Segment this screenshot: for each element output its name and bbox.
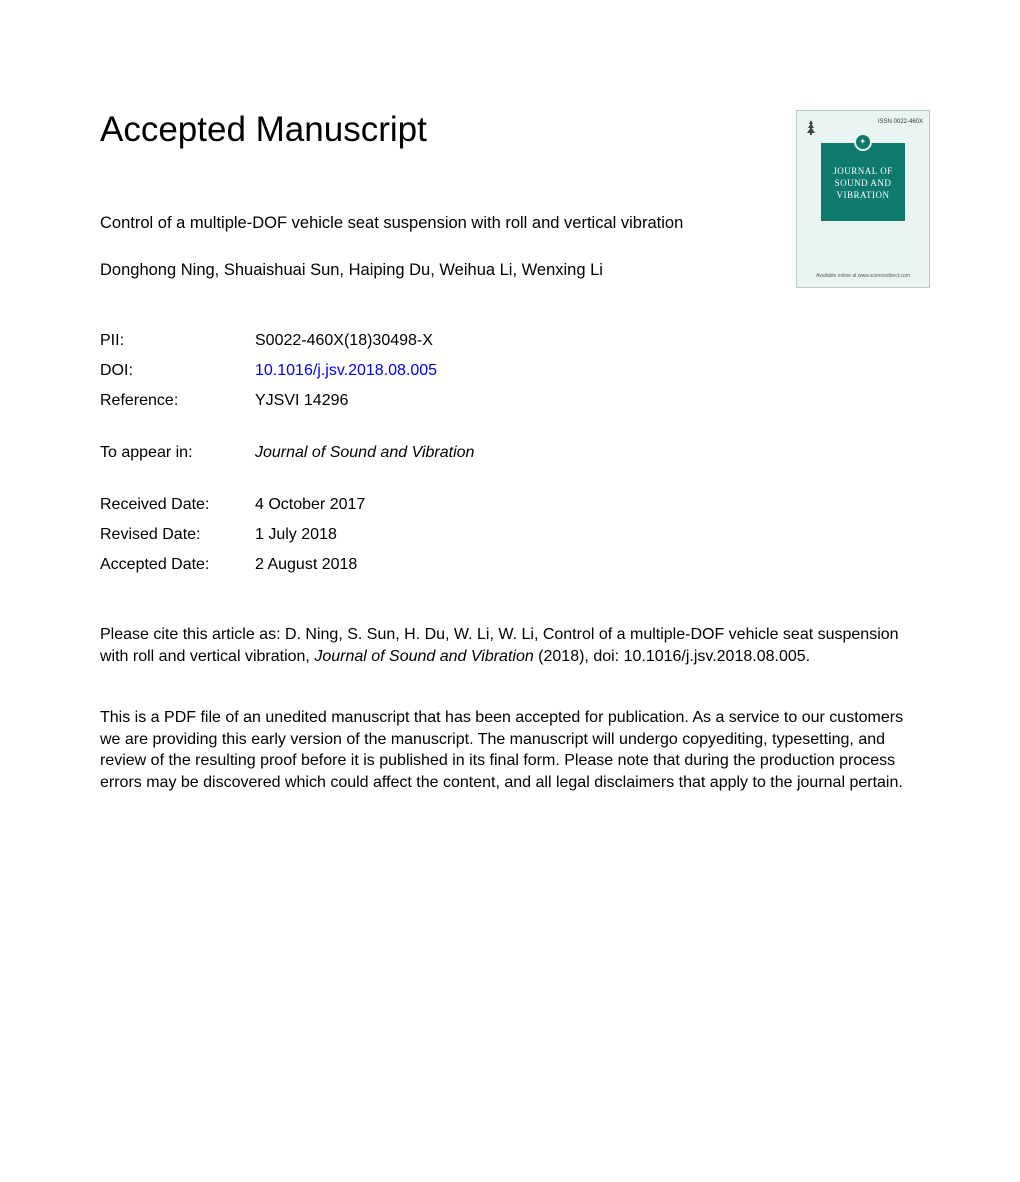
disclaimer-text: This is a PDF file of an unedited manusc… [100,707,920,793]
metadata-table: PII: S0022-460X(18)30498-X DOI: 10.1016/… [100,326,437,416]
cover-badge-icon: ✦ [854,133,872,151]
dates-table: Received Date: 4 October 2017 Revised Da… [100,490,365,580]
journal-cover-thumbnail: ISSN 0022-460X ✦ JOURNAL OF SOUND AND VI… [796,110,930,288]
doi-link[interactable]: 10.1016/j.jsv.2018.08.005 [255,362,437,379]
reference-row: Reference: YJSVI 14296 [100,386,437,416]
cover-issn: ISSN 0022-460X [878,119,923,125]
revised-row: Revised Date: 1 July 2018 [100,520,365,550]
appear-table: To appear in: Journal of Sound and Vibra… [100,438,474,468]
appear-label: To appear in: [100,438,255,468]
elsevier-tree-icon [803,119,819,135]
received-label: Received Date: [100,490,255,520]
citation-journal: Journal of Sound and Vibration [314,648,533,665]
pii-row: PII: S0022-460X(18)30498-X [100,326,437,356]
pii-label: PII: [100,326,255,356]
revised-value: 1 July 2018 [255,520,365,550]
pii-value: S0022-460X(18)30498-X [255,326,437,356]
reference-value: YJSVI 14296 [255,386,437,416]
accepted-value: 2 August 2018 [255,550,365,580]
received-row: Received Date: 4 October 2017 [100,490,365,520]
cover-title-badge: ✦ JOURNAL OF SOUND AND VIBRATION [821,143,905,221]
doi-row: DOI: 10.1016/j.jsv.2018.08.005 [100,356,437,386]
reference-label: Reference: [100,386,255,416]
appear-value: Journal of Sound and Vibration [255,438,474,468]
accepted-row: Accepted Date: 2 August 2018 [100,550,365,580]
accepted-label: Accepted Date: [100,550,255,580]
appear-row: To appear in: Journal of Sound and Vibra… [100,438,474,468]
received-value: 4 October 2017 [255,490,365,520]
cover-title-line2: SOUND AND [827,177,899,189]
cover-title-line1: JOURNAL OF [827,165,899,177]
revised-label: Revised Date: [100,520,255,550]
doi-label: DOI: [100,356,255,386]
cover-title-line3: VIBRATION [827,189,899,201]
citation-suffix: (2018), doi: 10.1016/j.jsv.2018.08.005. [534,648,810,665]
citation-text: Please cite this article as: D. Ning, S.… [100,624,920,667]
cover-footer: Available online at www.sciencedirect.co… [816,273,910,279]
